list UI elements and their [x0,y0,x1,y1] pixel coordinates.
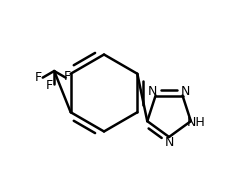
Text: N: N [181,85,191,98]
Text: F: F [46,79,53,92]
Text: F: F [35,71,42,84]
Text: N: N [148,85,157,98]
Text: N: N [164,136,174,149]
Text: NH: NH [187,116,205,129]
Text: F: F [64,70,71,83]
